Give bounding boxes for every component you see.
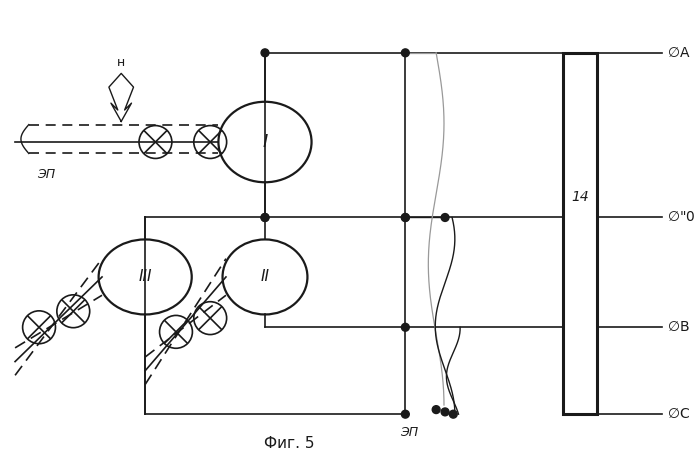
Text: II: II — [261, 269, 270, 284]
Text: ЭП: ЭП — [37, 168, 55, 181]
Text: $\varnothing$A: $\varnothing$A — [667, 46, 691, 60]
Text: III: III — [138, 269, 152, 284]
Circle shape — [401, 49, 410, 57]
Circle shape — [261, 213, 269, 221]
Circle shape — [432, 406, 440, 414]
Circle shape — [401, 323, 410, 331]
Text: $\varnothing$B: $\varnothing$B — [667, 320, 690, 334]
Text: 14: 14 — [571, 190, 589, 204]
Text: н: н — [117, 56, 125, 69]
Circle shape — [401, 213, 410, 221]
Circle shape — [401, 410, 410, 418]
Circle shape — [441, 213, 449, 221]
Circle shape — [441, 408, 449, 416]
Text: Фиг. 5: Фиг. 5 — [264, 437, 315, 452]
Text: I: I — [262, 133, 268, 151]
Circle shape — [449, 410, 457, 418]
Bar — [563, 53, 597, 414]
Text: ЭП: ЭП — [400, 426, 418, 439]
Text: $\varnothing$C: $\varnothing$C — [667, 407, 690, 421]
Circle shape — [261, 213, 269, 221]
Circle shape — [401, 213, 410, 221]
Circle shape — [261, 49, 269, 57]
Text: $\varnothing$"0: $\varnothing$"0 — [667, 211, 696, 225]
